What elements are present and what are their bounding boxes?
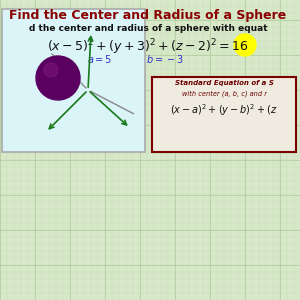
Circle shape: [234, 34, 256, 56]
Bar: [2, 9, 145, 152]
Bar: [152, 77, 296, 152]
Text: Standard Equation of a S: Standard Equation of a S: [175, 80, 273, 86]
Text: with center (a, b, c) and r: with center (a, b, c) and r: [182, 90, 266, 97]
Text: $b = -3$: $b = -3$: [146, 53, 184, 65]
Text: $(x-a)^2 + (y-b)^2 + (z$: $(x-a)^2 + (y-b)^2 + (z$: [170, 102, 278, 118]
Text: $a = 5$: $a = 5$: [87, 53, 113, 65]
Text: d the center and radius of a sphere with equat: d the center and radius of a sphere with…: [29, 24, 267, 33]
Circle shape: [44, 63, 58, 77]
Circle shape: [36, 56, 80, 100]
Text: $(x-5)^2 + (y+3)^2 + (z-2)^2 = 16$: $(x-5)^2 + (y+3)^2 + (z-2)^2 = 16$: [47, 37, 249, 57]
Text: Find the Center and Radius of a Sphere: Find the Center and Radius of a Sphere: [9, 9, 286, 22]
